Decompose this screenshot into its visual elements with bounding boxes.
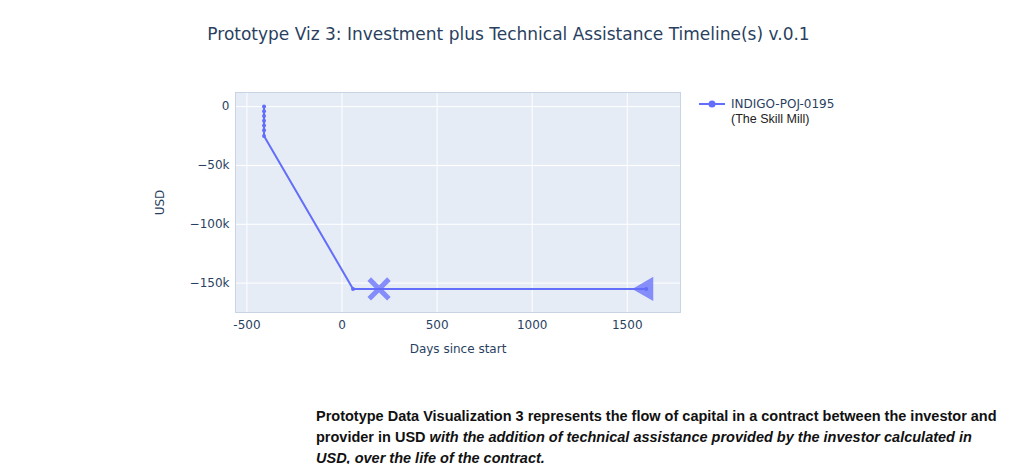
svg-text:Days since start: Days since start <box>410 342 507 356</box>
svg-text:0: 0 <box>338 318 346 332</box>
svg-text:0: 0 <box>222 99 230 113</box>
svg-text:-500: -500 <box>233 318 260 332</box>
svg-text:−150k: −150k <box>190 276 230 290</box>
svg-text:−50k: −50k <box>197 158 229 172</box>
svg-text:1500: 1500 <box>612 318 643 332</box>
html-text:Prototype Data Visualization 3: Prototype Data Visualization 3 represent… <box>316 408 997 445</box>
html-text:Prototype Viz 3: Investment pl: Prototype Viz 3: Investment plus Technic… <box>207 24 810 44</box>
html-text:(The Skill Mill): (The Skill Mill) <box>731 112 810 126</box>
svg-text:USD: USD <box>153 190 167 216</box>
html-text:INDIGO-POJ-0195: INDIGO-POJ-0195 <box>731 97 835 111</box>
svg-text:−100k: −100k <box>190 217 230 231</box>
svg-text:500: 500 <box>426 318 449 332</box>
svg-text:1000: 1000 <box>517 318 548 332</box>
